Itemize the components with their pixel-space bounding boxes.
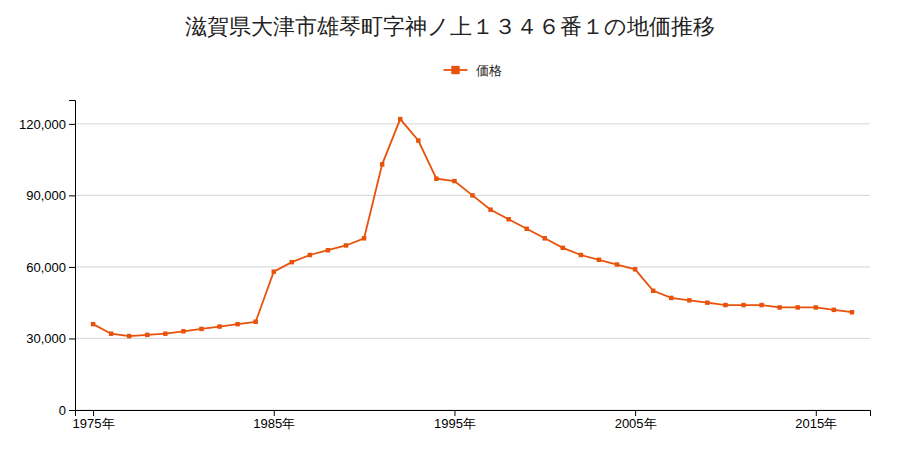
marker	[723, 303, 727, 307]
tick-label: 30,000	[26, 331, 66, 346]
tick: 120,000	[19, 117, 75, 132]
chart-container: 1975年 1985年 1995年 2005年 2015年 0 30,000 60,000 90…	[0, 0, 900, 450]
marker	[145, 333, 149, 337]
marker	[91, 322, 95, 326]
marker	[452, 179, 456, 183]
marker	[380, 162, 384, 166]
marker	[687, 298, 691, 302]
grid	[75, 124, 870, 410]
axis-line	[76, 411, 871, 417]
marker	[127, 334, 131, 338]
marker	[705, 300, 709, 304]
marker	[488, 207, 492, 211]
marker	[669, 296, 673, 300]
x-axis: 1975年 1985年 1995年 2005年 2015年	[73, 410, 871, 431]
legend-item: 価格	[444, 63, 502, 78]
marker	[217, 324, 221, 328]
tick-mark	[635, 410, 636, 416]
tick: 1985年	[253, 410, 295, 431]
tick: 0	[59, 403, 75, 418]
legend: 価格	[444, 63, 502, 78]
marker	[326, 248, 330, 252]
marker	[235, 322, 239, 326]
tick-mark	[69, 410, 75, 411]
tick-mark	[69, 338, 75, 339]
tick-mark	[454, 410, 455, 416]
tick: 30,000	[26, 331, 75, 346]
tick-label: 120,000	[19, 117, 66, 132]
tick-mark	[69, 267, 75, 268]
tick-label: 2005年	[615, 416, 657, 431]
tick-label: 2015年	[795, 416, 837, 431]
marker	[832, 308, 836, 312]
marker	[398, 117, 402, 121]
marker	[506, 217, 510, 221]
legend-marker	[451, 66, 459, 74]
marker	[777, 305, 781, 309]
plot-area: 1975年 1985年 1995年 2005年 2015年 0 30,000 60,000 90…	[19, 101, 871, 432]
tick-label: 1985年	[253, 416, 295, 431]
marker	[253, 320, 257, 324]
marker	[344, 243, 348, 247]
marker	[795, 305, 799, 309]
tick-mark	[816, 410, 817, 416]
marker	[109, 331, 113, 335]
tick: 90,000	[26, 188, 75, 203]
marker	[633, 267, 637, 271]
tick-label: 90,000	[26, 188, 66, 203]
tick-mark	[93, 410, 94, 416]
marker	[579, 253, 583, 257]
tick-label: 60,000	[26, 260, 66, 275]
marker	[597, 258, 601, 262]
marker	[290, 260, 294, 264]
marker	[181, 329, 185, 333]
marker	[272, 269, 276, 273]
axis-line	[69, 101, 76, 411]
marker	[561, 246, 565, 250]
marker	[362, 236, 366, 240]
marker	[199, 327, 203, 331]
marker	[524, 227, 528, 231]
marker	[416, 138, 420, 142]
chart-svg: 1975年 1985年 1995年 2005年 2015年 0 30,000 60,000 90…	[0, 0, 900, 450]
marker	[615, 262, 619, 266]
tick: 2005年	[615, 410, 657, 431]
marker	[741, 303, 745, 307]
marker	[543, 236, 547, 240]
legend-label: 価格	[476, 63, 502, 78]
marker	[163, 331, 167, 335]
marker	[759, 303, 763, 307]
tick-mark	[69, 124, 75, 125]
tick-label: 0	[59, 403, 66, 418]
tick: 1975年	[73, 410, 115, 431]
marker	[470, 193, 474, 197]
grid-line	[75, 123, 870, 124]
title: 滋賀県大津市雄琴町字神ノ上１３４６番１の地価推移	[185, 14, 715, 39]
tick: 1995年	[434, 410, 476, 431]
tick-mark	[69, 195, 75, 196]
tick: 2015年	[795, 410, 837, 431]
tick: 60,000	[26, 260, 75, 275]
tick-mark	[274, 410, 275, 416]
y-axis: 0 30,000 60,000 90,000 120,000	[19, 101, 76, 418]
marker	[651, 289, 655, 293]
marker	[434, 176, 438, 180]
marks	[91, 117, 854, 338]
tick-label: 1975年	[73, 416, 115, 431]
line	[93, 119, 852, 336]
tick-label: 1995年	[434, 416, 476, 431]
marker	[850, 310, 854, 314]
grid-line	[75, 338, 870, 339]
marker	[308, 253, 312, 257]
grid-line	[75, 266, 870, 267]
marker	[814, 305, 818, 309]
